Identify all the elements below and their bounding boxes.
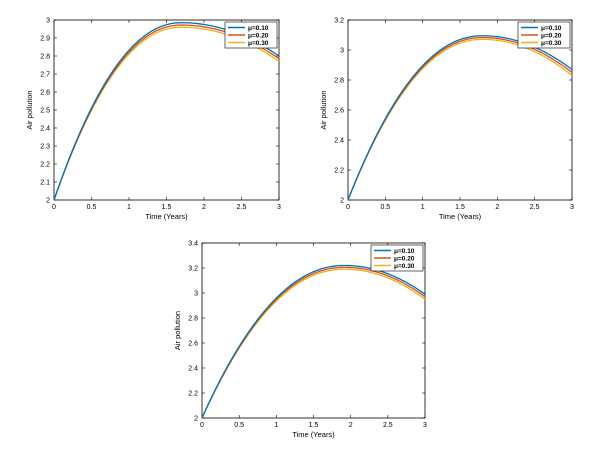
chart-1: 0 0.5 1 1.5 2 2.5 3 2 2.1 2.2 2.3 2.4 2.5 2.6 2.7 2.8 2.… [25, 18, 281, 222]
y-tick-label: 2 [46, 198, 50, 205]
x-tick-label: 2.5 [530, 204, 540, 211]
x-tick-label: 0.5 [380, 204, 390, 211]
x-tick-label: 1 [421, 204, 425, 211]
series-line-1 [347, 35, 573, 201]
legend-label: μ=0.30 [394, 263, 415, 270]
y-tick-label: 2.8 [188, 316, 198, 323]
y-tick-label: 3.2 [188, 266, 198, 273]
y-tick-label: 2.4 [40, 126, 50, 133]
y-tick-label: 2 [340, 198, 344, 205]
series-line-2 [53, 24, 280, 201]
y-tick-label: 3.2 [334, 18, 344, 25]
x-tick-label: 2.5 [383, 422, 393, 429]
series-line-3 [347, 38, 573, 201]
legend-label: μ=0.20 [394, 255, 415, 262]
x-tick-label: 0.5 [234, 422, 244, 429]
legend-label: μ=0.10 [248, 25, 269, 32]
legend-label: μ=0.20 [541, 32, 562, 39]
legend-label: μ=0.10 [541, 25, 562, 32]
y-tick-label: 2.8 [334, 78, 344, 85]
y-tick-label: 2.1 [40, 180, 50, 187]
x-tick-label: 3 [277, 204, 281, 211]
chart-2: 0 0.5 1 1.5 2 2.5 3 2 2.2 2.4 2.6 2.8 3 3.2 Time (Year… [319, 18, 574, 222]
y-tick-label: 2.3 [40, 144, 50, 151]
y-tick-label: 2.4 [334, 138, 344, 145]
x-tick-label: 1.5 [455, 204, 465, 211]
y-tick-label: 2.6 [188, 341, 198, 348]
legend-label: μ=0.30 [248, 40, 269, 47]
x-tick-label: 0 [200, 422, 204, 429]
x-axis-label: Time (Years) [145, 212, 188, 221]
x-tick-label: 1.5 [162, 204, 172, 211]
legend-label: μ=0.10 [394, 248, 415, 255]
x-axis-label: Time (Years) [439, 212, 482, 221]
legend-label: μ=0.20 [248, 32, 269, 39]
series-line-2 [201, 266, 426, 419]
legend: μ=0.10μ=0.20μ=0.30 [224, 21, 278, 49]
y-tick-label: 2.2 [334, 168, 344, 175]
x-tick-label: 3 [570, 204, 574, 211]
legend-label: μ=0.30 [541, 40, 562, 47]
series-line-1 [201, 264, 426, 419]
x-tick-label: 3 [423, 422, 427, 429]
x-tick-label: 2 [202, 204, 206, 211]
x-tick-label: 1 [274, 422, 278, 429]
series-line-1 [53, 22, 280, 201]
x-tick-label: 0 [52, 204, 56, 211]
y-tick-label: 2.4 [188, 366, 198, 373]
x-tick-label: 2 [495, 204, 499, 211]
y-tick-label: 3.4 [188, 241, 198, 248]
series-line-2 [347, 36, 573, 201]
y-tick-label: 2.6 [334, 108, 344, 115]
y-tick-label: 2.6 [40, 90, 50, 97]
chart-3: 0 0.5 1 1.5 2 2.5 3 2 2.2 2.4 2.6 2.8 3 3.2 3.4 Time (Y… [173, 241, 427, 440]
y-axis-label: Air pollution [173, 311, 182, 350]
y-tick-label: 2.5 [40, 108, 50, 115]
x-tick-label: 0 [346, 204, 350, 211]
x-tick-label: 0.5 [87, 204, 97, 211]
x-tick-label: 1 [127, 204, 131, 211]
y-tick-label: 3 [46, 18, 50, 25]
x-axis-label: Time (Years) [292, 430, 335, 439]
legend: μ=0.10μ=0.20μ=0.30 [517, 21, 571, 49]
y-axis-label: Air pollution [319, 90, 328, 129]
y-tick-label: 3 [194, 291, 198, 298]
y-tick-label: 2.2 [40, 162, 50, 169]
legend: μ=0.10μ=0.20μ=0.30 [370, 244, 424, 272]
y-tick-label: 3 [340, 48, 344, 55]
series-line-3 [201, 268, 426, 419]
y-tick-label: 2.9 [40, 36, 50, 43]
y-tick-label: 2.8 [40, 54, 50, 61]
y-tick-label: 2.7 [40, 72, 50, 79]
y-tick-label: 2.2 [188, 391, 198, 398]
y-tick-label: 2 [194, 416, 198, 423]
x-tick-label: 2 [349, 422, 353, 429]
x-tick-label: 2.5 [237, 204, 247, 211]
series-line-3 [53, 26, 280, 201]
x-tick-label: 1.5 [309, 422, 319, 429]
y-axis-label: Air pollution [25, 90, 34, 129]
